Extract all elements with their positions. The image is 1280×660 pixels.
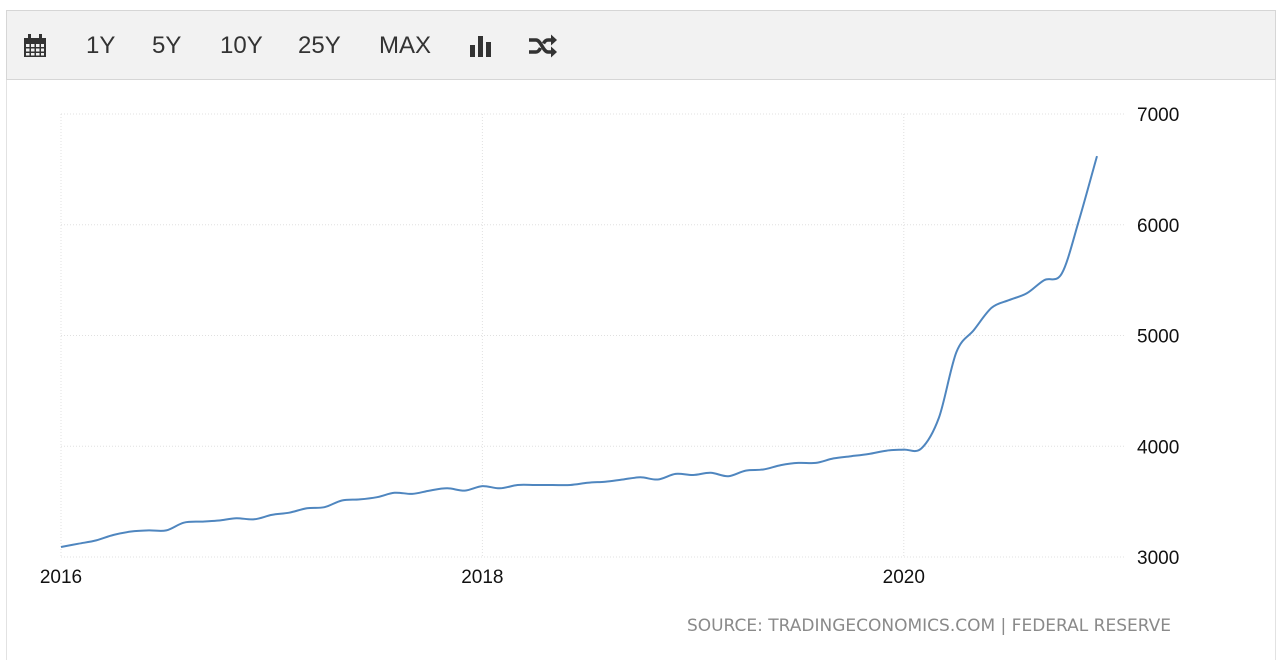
range-10y-button[interactable]: 10Y — [220, 32, 263, 59]
chart-toolbar: 1Y 5Y 10Y 25Y MAX — [6, 10, 1276, 80]
range-max-button[interactable]: MAX — [379, 32, 432, 59]
x-tick-label: 2020 — [883, 567, 925, 588]
y-tick-label: 5000 — [1137, 327, 1179, 348]
y-tick-label: 4000 — [1137, 437, 1179, 458]
source-attribution: SOURCE: TRADINGECONOMICS.COM | FEDERAL R… — [686, 616, 1171, 636]
bar-chart-icon[interactable] — [469, 11, 493, 81]
x-tick-label: 2018 — [461, 567, 503, 588]
y-tick-label: 3000 — [1137, 548, 1179, 569]
shuffle-icon[interactable] — [528, 11, 558, 81]
range-5y-button[interactable]: 5Y — [152, 32, 182, 59]
y-tick-label: 6000 — [1137, 216, 1179, 237]
series-line — [60, 155, 1098, 548]
x-tick-label: 2016 — [40, 567, 82, 588]
calendar-icon[interactable] — [23, 11, 47, 81]
line-chart: 3000 4000 5000 6000 7000 2016 2018 2020 — [40, 105, 1179, 588]
chart-frame: 3000 4000 5000 6000 7000 2016 2018 2020 — [6, 80, 1276, 660]
range-1y-button[interactable]: 1Y — [86, 32, 116, 59]
range-25y-button[interactable]: 25Y — [298, 32, 341, 59]
y-tick-label: 7000 — [1137, 105, 1179, 126]
